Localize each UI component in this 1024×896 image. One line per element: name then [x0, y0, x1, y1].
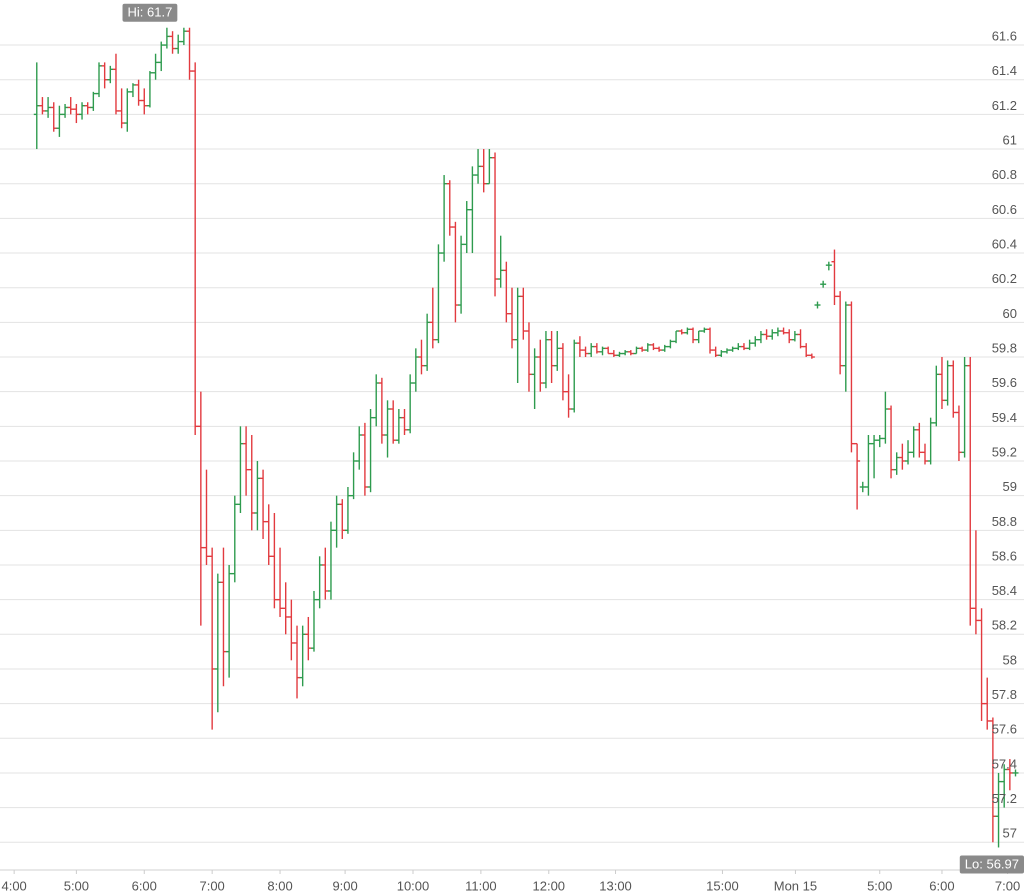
y-tick-label: 59.2 [992, 444, 1017, 459]
y-tick-label: 57.2 [992, 791, 1017, 806]
y-tick-label: 59.4 [992, 410, 1017, 425]
x-tick-label: Mon 15 [774, 878, 817, 893]
x-tick-label: 6:00 [132, 878, 157, 893]
x-tick-label: 11:00 [465, 878, 497, 893]
x-tick-label: 5:00 [64, 878, 89, 893]
y-tick-label: 58.8 [992, 514, 1017, 529]
y-tick-label: 58.4 [992, 583, 1017, 598]
x-tick-label: 7:00 [995, 878, 1020, 893]
x-tick-label: 5:00 [867, 878, 892, 893]
y-tick-label: 61.2 [992, 98, 1017, 113]
annotation-box [122, 3, 178, 22]
bars [33, 27, 1019, 848]
labels: 57 57.2 57.4 57.6 57.8 58 58.2 58.4 58.6 58.8 59 59… [1, 3, 1024, 893]
y-tick-label: 57 [1003, 826, 1017, 841]
y-tick-label: 57.8 [992, 687, 1017, 702]
y-tick-label: 60.4 [992, 236, 1017, 251]
x-tick-label: 8:00 [267, 878, 292, 893]
y-tick-label: 60 [1003, 306, 1017, 321]
annotation-label: Lo: 56.97 [965, 856, 1019, 871]
y-tick-label: 59 [1003, 479, 1017, 494]
y-tick-label: 57.4 [992, 756, 1017, 771]
x-tick-label: 13:00 [599, 878, 632, 893]
y-tick-label: 57.6 [992, 722, 1017, 737]
y-tick-label: 58.2 [992, 618, 1017, 633]
y-tick-label: 60.2 [992, 271, 1017, 286]
y-tick-label: 61 [1003, 132, 1017, 147]
y-tick-label: 60.6 [992, 202, 1017, 217]
annotation-box [959, 855, 1024, 874]
y-tick-label: 60.8 [992, 167, 1017, 182]
x-tick-label: 10:00 [397, 878, 430, 893]
annotation: Hi: 61.7 [122, 3, 178, 22]
y-tick-label: 58.6 [992, 548, 1017, 563]
x-tick-label: 7:00 [199, 878, 224, 893]
x-tick-label: 9:00 [332, 878, 357, 893]
y-tick-label: 61.6 [992, 28, 1017, 43]
x-tick-label: 12:00 [533, 878, 566, 893]
x-tick-label: 6:00 [929, 878, 954, 893]
x-tick-label: 15:00 [706, 878, 739, 893]
y-tick-label: 58 [1003, 652, 1017, 667]
y-tick-label: 59.8 [992, 340, 1017, 355]
x-tick-label: 4:00 [1, 878, 26, 893]
y-tick-label: 59.6 [992, 375, 1017, 390]
annotation: Lo: 56.97 [959, 855, 1024, 874]
y-tick-label: 61.4 [992, 63, 1017, 78]
annotation-label: Hi: 61.7 [128, 5, 173, 20]
grid [0, 44, 1024, 874]
